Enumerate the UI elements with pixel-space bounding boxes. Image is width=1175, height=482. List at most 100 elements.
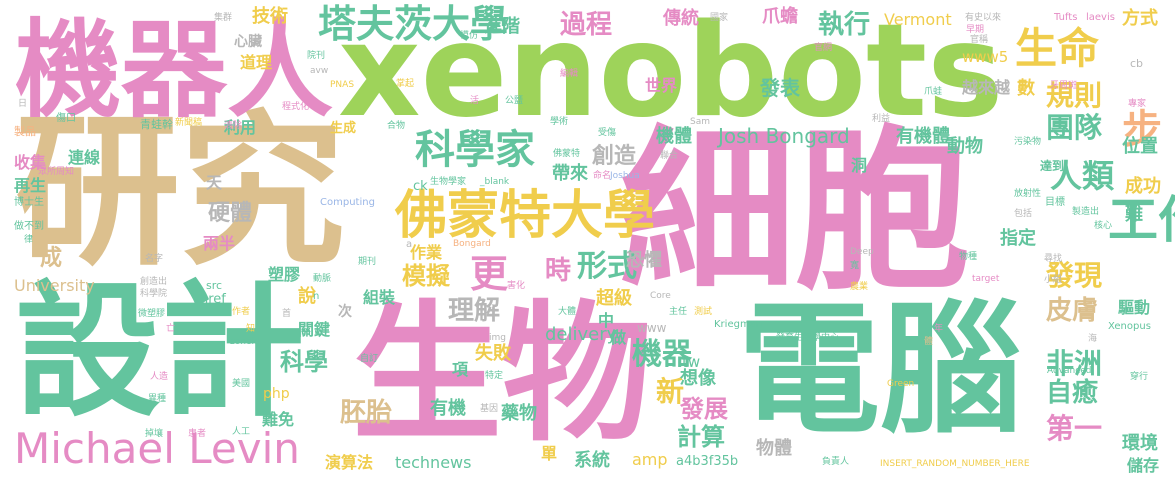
word-computer: 電腦 bbox=[738, 288, 1022, 453]
word-time: 時 bbox=[545, 256, 572, 286]
word-algorithm: 演算法 bbox=[325, 453, 374, 472]
word-perish: 亡 bbox=[166, 324, 176, 334]
word-traditional: 傳統 bbox=[663, 8, 699, 29]
word-organism: 有機體 bbox=[896, 126, 950, 147]
word-frog-stem: 青蛙幹 bbox=[140, 118, 173, 131]
word-life: 生命 bbox=[1015, 24, 1100, 73]
word-assignment: 作業 bbox=[410, 243, 443, 262]
word-develop: 發展 bbox=[680, 395, 728, 423]
word-www5: www5 bbox=[962, 48, 1009, 66]
word-assemble: 組裝 bbox=[363, 288, 396, 307]
word-system: 系統 bbox=[574, 450, 610, 471]
word-director: 主任 bbox=[669, 307, 688, 317]
word-dev-bio-center: 發育生物學中心 bbox=[776, 333, 840, 343]
word-africa: 非洲 bbox=[1046, 347, 1103, 380]
word-usa: 美國 bbox=[232, 379, 251, 389]
word-specify: 指定 bbox=[1000, 228, 1036, 249]
word-publish: 發表 bbox=[760, 76, 800, 100]
word-imagine: 想像 bbox=[680, 368, 716, 389]
word-core-zh: 核心 bbox=[1094, 221, 1113, 231]
word-artificial: 人造 bbox=[150, 372, 169, 382]
word-harm: 害化 bbox=[507, 281, 526, 291]
word-generate: 生成 bbox=[330, 121, 357, 136]
word-programmed: 程式化 bbox=[282, 102, 310, 112]
word-advanced: Advanced bbox=[1047, 366, 1092, 376]
word-n: n bbox=[313, 291, 320, 302]
word-frog: 爪蛙 bbox=[924, 87, 943, 97]
word-kriegman: Kriegman bbox=[714, 319, 763, 330]
word-gene: 基因 bbox=[480, 404, 499, 414]
word-biology: 生物 bbox=[352, 288, 653, 462]
word-know: 知 bbox=[246, 324, 256, 334]
word-raise: 掌起 bbox=[396, 79, 415, 89]
word-microplastic: 微塑膠 bbox=[138, 309, 166, 319]
word-compound: 合物 bbox=[387, 121, 406, 131]
word-environment: 環境 bbox=[1122, 433, 1158, 454]
word-technews: technews bbox=[395, 453, 472, 472]
word-biologist: 生物學家 bbox=[430, 177, 467, 187]
word-do: 做 bbox=[610, 328, 627, 347]
word-hole: 洞 bbox=[851, 156, 868, 175]
word-step: 步 bbox=[1122, 107, 1162, 153]
word-super: 超級 bbox=[596, 288, 632, 309]
word-josh-bongard: Josh Bongard bbox=[718, 124, 850, 148]
word-organic: 有機 bbox=[430, 398, 466, 419]
word-radioactive: 放射性 bbox=[1014, 189, 1042, 199]
word-advanced: 進階 bbox=[484, 16, 520, 37]
word-clawed-frog: 爪蟾 bbox=[762, 6, 798, 27]
word-xeno: 異種 bbox=[148, 394, 167, 404]
word-pass-through: 穿行 bbox=[1130, 372, 1149, 382]
word-plastic: 塑膠 bbox=[268, 265, 301, 284]
word-technology: 技術 bbox=[252, 6, 288, 27]
word-blank: _blank bbox=[480, 177, 510, 187]
word-form: 形式 bbox=[577, 249, 637, 284]
word-robot: 機器人 bbox=[15, 9, 333, 132]
word-body: 體 bbox=[924, 337, 934, 347]
word-include: 包括 bbox=[1014, 209, 1033, 219]
word-plaque: 牙周斑 bbox=[1050, 81, 1078, 91]
word-ever: 有史以來 bbox=[965, 13, 1002, 23]
word-soil: 掉壤 bbox=[145, 429, 164, 439]
word-create: 創造 bbox=[592, 144, 637, 169]
word-www: www bbox=[637, 321, 667, 335]
word-human: 人類 bbox=[1050, 157, 1115, 195]
word-first: 第一 bbox=[1046, 412, 1103, 445]
word-bongard: Bongard bbox=[453, 239, 491, 249]
word-author: 作者 bbox=[232, 307, 251, 317]
word-test: 測試 bbox=[694, 307, 713, 317]
word-sam: Sam bbox=[690, 117, 710, 127]
word-core: Core bbox=[650, 291, 671, 301]
word-a: a bbox=[406, 239, 413, 250]
word-ck: ck bbox=[413, 179, 428, 194]
word-research: 研究 bbox=[15, 96, 345, 288]
word-pnas: PNAS bbox=[330, 80, 355, 90]
word-public: 公鹽 bbox=[505, 96, 524, 106]
word-expert: 專家 bbox=[1128, 99, 1147, 109]
word-say: 說 bbox=[298, 286, 316, 307]
word-academic: 學術 bbox=[550, 117, 569, 127]
word-imitate: 模仿 bbox=[460, 31, 479, 41]
word-vermont-zh: 佛蒙特 bbox=[553, 149, 581, 159]
word-become: 成 bbox=[40, 246, 63, 271]
word-delivery: delivery bbox=[545, 324, 618, 345]
word-academy: 科學院 bbox=[140, 289, 168, 299]
word-deep: Deep bbox=[850, 247, 874, 257]
word-sun: 日 bbox=[18, 99, 28, 109]
word-agriculture: 農業 bbox=[850, 282, 869, 292]
word-utilize: 利用 bbox=[224, 118, 257, 137]
word-new: 新 bbox=[656, 375, 685, 408]
word-insert-random: INSERT_RANDOM_NUMBER_HERE bbox=[880, 459, 1030, 469]
word-method: 方式 bbox=[1122, 8, 1158, 29]
word-law: 律 bbox=[24, 235, 34, 245]
word-group: 小組 bbox=[1044, 275, 1063, 285]
word-more: 更 bbox=[470, 252, 509, 296]
word-team: 團隊 bbox=[1046, 111, 1103, 144]
word-failure: 失敗 bbox=[475, 343, 511, 364]
word-live: 活 bbox=[470, 96, 480, 106]
word-reason: 道理 bbox=[240, 53, 273, 72]
word-php: php bbox=[263, 386, 290, 402]
word-connect: 連線 bbox=[68, 148, 101, 167]
word-heart: 心臟 bbox=[234, 34, 262, 50]
word-created: 創造出 bbox=[140, 277, 168, 287]
